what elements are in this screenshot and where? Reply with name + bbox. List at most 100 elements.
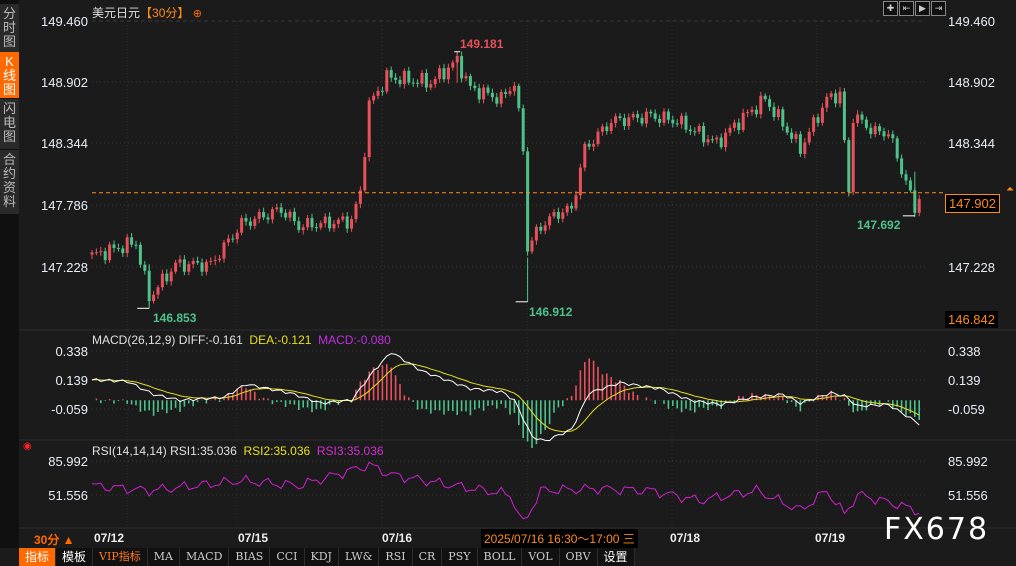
candle-body: [319, 223, 323, 228]
candle-body: [900, 158, 904, 175]
candle-body: [548, 216, 552, 226]
candle-body: [908, 180, 912, 191]
candle-body: [772, 106, 776, 118]
candle-body: [376, 90, 380, 96]
tab-templates[interactable]: 模板: [56, 548, 94, 566]
tab-vip-indicators[interactable]: VIP指标: [93, 548, 148, 566]
indicator-tab-bar: 指标 模板 VIP指标 MA MACD BIAS CCI KDJ LW& RSI…: [19, 548, 1016, 566]
tab-cci[interactable]: CCI: [270, 548, 305, 566]
tab-obv[interactable]: OBV: [559, 548, 598, 566]
candle-body: [499, 92, 503, 104]
rsi-legend: RSI(14,14,14) RSI1:35.036 RSI2:35.036 RS…: [92, 444, 384, 458]
tab-kline-chart[interactable]: K线图: [0, 52, 19, 98]
candle-body: [112, 244, 116, 248]
play-icon[interactable]: ▶: [915, 1, 930, 16]
candle-body: [851, 122, 855, 193]
tab-boll[interactable]: BOLL: [477, 548, 523, 566]
high-annotation: 149.181: [460, 37, 504, 51]
candle-body: [240, 218, 244, 233]
candle-body: [138, 244, 142, 265]
price-label: 148.344: [41, 136, 88, 151]
candle-body: [798, 134, 802, 154]
tab-time-chart[interactable]: 分时图: [0, 4, 19, 52]
tab-ma[interactable]: MA: [147, 548, 180, 566]
candle-body: [539, 226, 543, 231]
low-annotation: 146.853: [153, 311, 197, 325]
price-label-right: 148.902: [948, 75, 995, 90]
candle-body: [666, 111, 670, 120]
candle-body: [222, 242, 226, 259]
candle-body: [856, 114, 860, 123]
tab-kdj[interactable]: KDJ: [304, 548, 339, 566]
tab-settings[interactable]: 设置: [597, 548, 635, 566]
candle-body: [587, 143, 591, 147]
scroll-up-icon[interactable]: ⏶: [1006, 184, 1014, 195]
candle-body: [596, 131, 600, 145]
tab-vol[interactable]: VOL: [522, 548, 560, 566]
tab-psy[interactable]: PSY: [442, 548, 478, 566]
candle-body: [829, 93, 833, 97]
candle-body: [407, 70, 411, 83]
candle-body: [816, 117, 820, 123]
candle-body: [284, 212, 288, 218]
candle-body: [420, 72, 424, 84]
date-label: 07/19: [815, 531, 846, 545]
candle-body: [508, 91, 512, 94]
candle-body: [482, 87, 486, 100]
zoom-right-icon[interactable]: ⇥: [931, 1, 946, 16]
candle-body: [380, 90, 384, 92]
alert-icon[interactable]: ◉: [23, 441, 32, 452]
crosshair-circle-icon[interactable]: ⊕: [192, 8, 202, 20]
tab-cr[interactable]: CR: [412, 548, 443, 566]
candle-body: [429, 84, 433, 88]
period-selector[interactable]: 30分 ▲: [34, 533, 75, 547]
candle-body: [710, 139, 714, 141]
candle-body: [354, 203, 358, 220]
candle-body: [688, 129, 692, 132]
candle-body: [715, 137, 719, 140]
symbol-name: 美元日元: [92, 6, 141, 20]
tab-flash-chart[interactable]: 闪电图: [0, 99, 19, 149]
candle-body: [394, 77, 398, 80]
candle-body: [209, 260, 213, 262]
candle-body: [618, 116, 622, 119]
candle-body: [838, 91, 842, 104]
tab-contract-info[interactable]: 合约资料: [0, 150, 19, 214]
candle-body: [574, 195, 578, 209]
tab-rsi[interactable]: RSI: [379, 548, 413, 566]
candle-body: [328, 216, 332, 229]
candle-body: [697, 126, 701, 132]
tab-lw[interactable]: LW&: [338, 548, 380, 566]
candle-body: [754, 109, 758, 115]
candle-body: [169, 271, 173, 282]
zoom-left-icon[interactable]: ⇤: [899, 1, 914, 16]
candle-body: [600, 126, 604, 132]
candle-body: [438, 68, 442, 79]
tab-macd[interactable]: MACD: [179, 548, 230, 566]
candle-body: [512, 85, 516, 92]
tab-indicators[interactable]: 指标: [19, 548, 57, 566]
candle-body: [662, 111, 666, 123]
candle-body: [314, 227, 318, 229]
candle-body: [372, 95, 376, 101]
candle-body: [842, 91, 846, 141]
candle-body: [627, 117, 631, 126]
candle-body: [446, 67, 450, 80]
candle-body: [534, 226, 538, 241]
candle-body: [266, 217, 270, 220]
candle-body: [187, 264, 191, 272]
candle-body: [776, 109, 780, 118]
tab-bias[interactable]: BIAS: [229, 548, 271, 566]
price-label: 149.460: [41, 14, 88, 29]
candle-body: [152, 294, 156, 302]
candle-body: [785, 126, 789, 133]
candle-body: [451, 62, 455, 68]
dea-line: [91, 363, 920, 433]
price-label-right: 149.460: [948, 14, 995, 29]
candle-body: [490, 92, 494, 98]
crosshair-icon[interactable]: ✚: [883, 1, 898, 16]
rsi1-label: RSI1:35.036: [170, 444, 237, 458]
candle-body: [341, 216, 345, 220]
candle-body: [121, 248, 125, 254]
